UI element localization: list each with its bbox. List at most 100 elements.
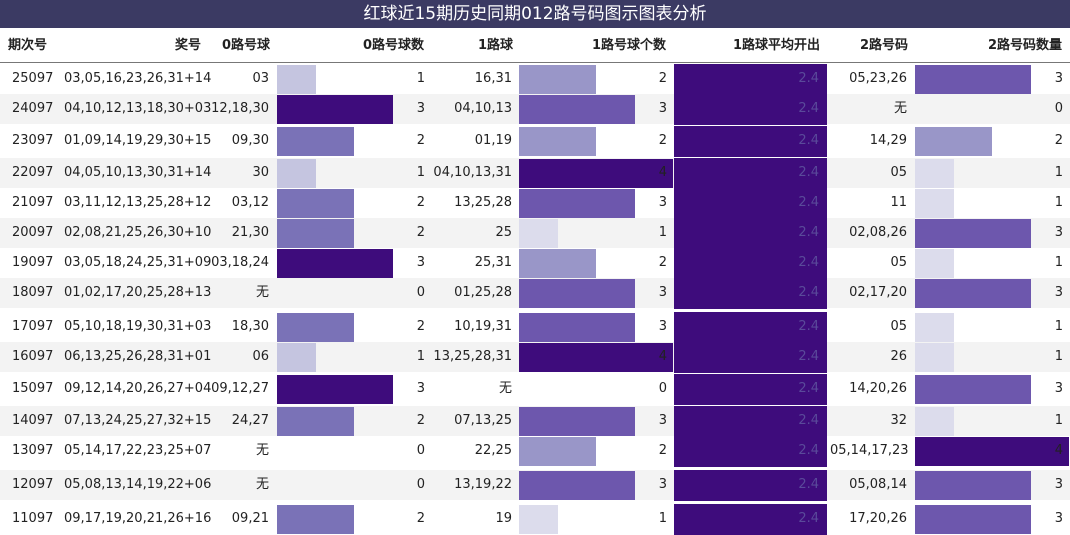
one-count-label: 0 [658, 381, 667, 396]
one-count-label: 3 [658, 477, 667, 492]
zero-count-bar [277, 249, 393, 278]
header-r0: 0路号球 [221, 38, 270, 53]
r0-cell: 03,12 [231, 195, 269, 210]
r0-cell: 18,30 [231, 319, 269, 334]
r1-cell: 19 [495, 511, 512, 526]
zero-count-bar [277, 375, 393, 404]
avg-label: 2.4 [798, 511, 819, 526]
avg-bar [674, 436, 827, 467]
two-count-bar [915, 127, 992, 156]
zero-count-bar [277, 407, 354, 436]
r0-cell: 03 [252, 71, 269, 86]
r0-cell: 09,21 [231, 511, 269, 526]
two-count-bar [915, 189, 954, 218]
two-count-label: 3 [1054, 381, 1063, 396]
table-header: 期次号 奖号 0路号球 0路号球数 1路球 1路号球个数 1路球平均开出 2路号… [0, 29, 1070, 63]
period-cell: 21097 [12, 195, 54, 210]
two-count-label: 3 [1054, 511, 1063, 526]
avg-label: 2.4 [798, 319, 819, 334]
one-count-bar [519, 127, 596, 156]
r1-cell: 04,10,13 [454, 101, 512, 116]
table-row: 20097 02,08,21,25,26,30+10 21,30 25 02,08,26… [0, 218, 1070, 249]
r1-cell: 13,25,28 [454, 195, 512, 210]
header-r1: 1路球 [477, 38, 513, 53]
period-cell: 23097 [12, 133, 54, 148]
draw-cell: 03,11,12,13,25,28+12 [64, 195, 212, 210]
one-count-bar [519, 313, 635, 342]
period-cell: 18097 [12, 285, 54, 300]
draw-cell: 03,05,16,23,26,31+14 [64, 71, 212, 86]
draw-cell: 04,05,10,13,30,31+14 [64, 165, 212, 180]
two-count-bar [915, 505, 1031, 534]
r1-cell: 13,19,22 [454, 477, 512, 492]
one-count-bar [519, 279, 635, 308]
avg-label: 2.4 [798, 165, 819, 180]
r1-cell: 13,25,28,31 [433, 349, 512, 364]
avg-bar [674, 218, 827, 249]
r0-cell: 12,18,30 [211, 101, 269, 116]
zero-count-label: 2 [416, 511, 425, 526]
r2-cell: 05,14,17,23 [830, 443, 909, 458]
period-cell: 17097 [12, 319, 54, 334]
one-count-label: 4 [658, 165, 667, 180]
one-count-bar [519, 505, 558, 534]
draw-cell: 01,02,17,20,25,28+13 [64, 285, 212, 300]
table-row: 15097 09,12,14,20,26,27+04 09,12,27 无 14,20,… [0, 374, 1070, 405]
one-count-label: 2 [658, 133, 667, 148]
zero-count-label: 2 [416, 413, 425, 428]
one-count-bar [519, 437, 596, 466]
zero-count-label: 1 [416, 71, 425, 86]
two-count-bar [915, 159, 954, 188]
period-cell: 25097 [12, 71, 54, 86]
draw-cell: 09,17,19,20,21,26+16 [64, 511, 212, 526]
one-count-bar [519, 343, 673, 372]
table-row: 14097 07,13,24,25,27,32+15 24,27 07,13,25 32… [0, 406, 1070, 437]
r2-cell: 05,08,14 [849, 477, 907, 492]
two-count-bar [915, 407, 954, 436]
zero-count-label: 1 [416, 165, 425, 180]
two-count-label: 1 [1054, 349, 1063, 364]
avg-label: 2.4 [798, 413, 819, 428]
one-count-label: 3 [658, 319, 667, 334]
one-count-bar [519, 159, 673, 188]
avg-bar [674, 374, 827, 405]
period-cell: 14097 [12, 413, 54, 428]
r0-cell: 21,30 [231, 225, 269, 240]
zero-count-bar [277, 219, 354, 248]
avg-label: 2.4 [798, 225, 819, 240]
two-count-bar [915, 249, 954, 278]
table-row: 25097 03,05,16,23,26,31+14 03 16,31 05,23,26… [0, 64, 1070, 95]
table-row: 17097 05,10,18,19,30,31+03 18,30 10,19,31 05… [0, 312, 1070, 343]
two-count-bar [915, 437, 1069, 466]
two-count-bar [915, 313, 954, 342]
table-row: 19097 03,05,18,24,25,31+09 03,18,24 25,31 05… [0, 248, 1070, 279]
one-count-label: 3 [658, 195, 667, 210]
draw-cell: 05,08,13,14,19,22+06 [64, 477, 212, 492]
r1-cell: 07,13,25 [454, 413, 512, 428]
zero-count-label: 0 [416, 285, 425, 300]
table-row: 21097 03,11,12,13,25,28+12 03,12 13,25,28 11… [0, 188, 1070, 219]
r0-cell: 06 [252, 349, 269, 364]
r2-cell: 14,29 [869, 133, 907, 148]
r1-cell: 25,31 [474, 255, 512, 270]
one-count-label: 4 [658, 349, 667, 364]
r2-cell: 05 [890, 165, 907, 180]
zero-count-bar [277, 189, 354, 218]
one-count-bar [519, 189, 635, 218]
two-count-bar [915, 375, 1031, 404]
zero-count-label: 3 [416, 255, 425, 270]
table-row: 18097 01,02,17,20,25,28+13 无 01,25,28 02,17,… [0, 278, 1070, 309]
two-count-bar [915, 219, 1031, 248]
r1-cell: 01,19 [474, 133, 512, 148]
one-count-bar [519, 95, 635, 124]
one-count-label: 1 [658, 511, 667, 526]
r2-cell: 无 [893, 101, 907, 116]
avg-label: 2.4 [798, 255, 819, 270]
r1-cell: 无 [498, 381, 512, 396]
one-count-label: 3 [658, 101, 667, 116]
header-r2: 2路号码 [859, 38, 908, 53]
one-count-bar [519, 65, 596, 94]
r1-cell: 01,25,28 [454, 285, 512, 300]
avg-label: 2.4 [798, 71, 819, 86]
zero-count-label: 2 [416, 133, 425, 148]
